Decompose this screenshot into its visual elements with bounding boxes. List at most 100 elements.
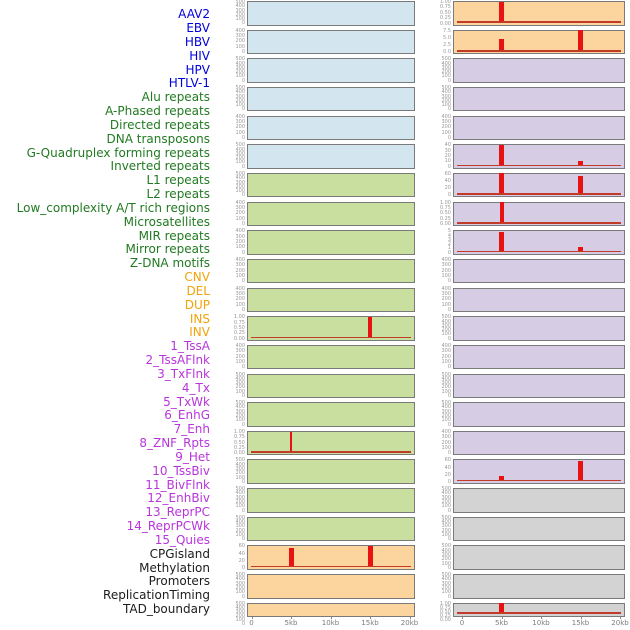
y-axis-ticks-4-tx: 40 30 20 10 0 xyxy=(422,142,451,170)
zero-baseline xyxy=(457,250,621,253)
y-tick-label: 200 xyxy=(441,69,451,76)
y-tick-label: 100 xyxy=(235,358,245,365)
x-tick-label-right-5kb: 5kb xyxy=(495,618,508,627)
track-panel-tad-boundary xyxy=(453,602,625,617)
y-tick-label: 300 xyxy=(235,93,245,100)
y-tick-label: 0 xyxy=(241,221,245,228)
y-axis-ticks-15-quies: 60 40 20 0 xyxy=(422,458,451,484)
track-panel-dup xyxy=(247,602,415,617)
track-label-12-enhbiv: 12_EnhBiv xyxy=(147,491,210,506)
y-tick-label: 500 xyxy=(235,371,245,378)
y-tick-label: 400 xyxy=(441,113,451,120)
track-label-microsatellites: Microsatellites xyxy=(123,214,210,229)
track-panel-5-txwk xyxy=(453,172,625,198)
y-tick-label: 100 xyxy=(441,503,451,510)
y-tick-label: 200 xyxy=(441,97,451,104)
y-tick-label: 200 xyxy=(441,584,451,591)
y-tick-label: 400 xyxy=(441,375,451,382)
y-tick-label: 0 xyxy=(447,421,451,428)
y-tick-label: 200 xyxy=(235,69,245,76)
track-panel-directed-repeats xyxy=(247,230,415,255)
y-tick-label: 300 xyxy=(235,118,245,125)
y-tick-label: 40 xyxy=(238,550,245,557)
track-panel-cpgisland xyxy=(453,488,625,513)
track-panel-12-enhbiv xyxy=(453,373,625,398)
y-axis-ticks-hpv: 400 300 200 100 0 xyxy=(216,114,245,141)
y-tick-label: 400 xyxy=(235,461,245,468)
y-tick-label: 500 xyxy=(235,600,245,607)
y-tick-label: 200 xyxy=(235,238,245,245)
track-label-del: DEL xyxy=(186,283,210,298)
track-label-ins: INS xyxy=(189,311,210,326)
y-tick-label: 10 xyxy=(444,158,451,165)
y-tick-label: 0 xyxy=(241,307,245,314)
y-axis-ticks-dna-transposons: 400 300 200 100 0 xyxy=(216,257,245,284)
y-tick-label: 300 xyxy=(235,233,245,240)
x-tick-mark xyxy=(409,616,411,619)
y-tick-label: 200 xyxy=(441,353,451,360)
y-tick-label: 100 xyxy=(441,531,451,538)
y-tick-label: 0 xyxy=(241,421,245,428)
y-tick-label: 400 xyxy=(235,175,245,182)
track-label-htlv-1: HTLV-1 xyxy=(168,76,210,91)
y-tick-label: 400 xyxy=(235,228,245,235)
x-tick-label-right-10kb: 10kb xyxy=(532,618,550,627)
y-tick-label: 200 xyxy=(235,584,245,591)
track-panel-ins xyxy=(453,1,625,26)
y-tick-label: 200 xyxy=(235,155,245,162)
y-tick-label: 100 xyxy=(441,129,451,136)
y-tick-label: 400 xyxy=(235,490,245,497)
y-axis-ticks-ins: 1.00 0.75 0.50 0.25 0.00 xyxy=(422,0,451,26)
y-tick-label: 300 xyxy=(441,523,451,530)
track-panel-microsatellites xyxy=(247,430,415,456)
track-label-z-dna-motifs: Z-DNA motifs xyxy=(129,256,210,271)
zero-baseline xyxy=(251,451,411,453)
track-panel-1-tssa xyxy=(453,58,625,83)
y-tick-label: 400 xyxy=(441,256,451,263)
y-tick-label: 100 xyxy=(235,616,245,623)
y-tick-label: 300 xyxy=(235,179,245,186)
track-label-11-bivflnk: 11_BivFlnk xyxy=(145,477,210,492)
y-tick-label: 200 xyxy=(441,296,451,303)
track-label-dup: DUP xyxy=(184,297,210,312)
track-panel-g-quadruplex-forming-repeats xyxy=(247,287,415,313)
y-tick-label: 300 xyxy=(235,33,245,40)
y-tick-label: 100 xyxy=(235,73,245,80)
y-tick-label: 20 xyxy=(444,471,451,478)
y-tick-label: 0 xyxy=(241,106,245,113)
y-tick-label: 400 xyxy=(235,199,245,206)
y-tick-label: 0 xyxy=(241,163,245,170)
track-label-hiv: HIV xyxy=(189,48,210,63)
track-panel-replicationtiming xyxy=(453,574,625,599)
track-label-14-reprpcwk: 14_ReprPCWk xyxy=(126,519,210,534)
track-label-aav2: AAV2 xyxy=(178,7,210,22)
y-tick-label: 1.00 xyxy=(439,600,451,607)
y-tick-label: 100 xyxy=(235,531,245,538)
y-tick-label: 0.00 xyxy=(233,450,245,457)
track-label-cnv: CNV xyxy=(184,270,210,285)
y-tick-label: 400 xyxy=(441,60,451,67)
y-tick-label: 100 xyxy=(235,301,245,308)
y-tick-label: 0 xyxy=(447,450,451,457)
y-tick-label: 0 xyxy=(241,392,245,399)
y-tick-label: 20 xyxy=(238,557,245,564)
y-tick-label: 40 xyxy=(444,142,451,149)
track-panel-11-bivflnk xyxy=(453,344,625,370)
y-tick-label: 200 xyxy=(235,183,245,190)
track-label-ebv: EBV xyxy=(186,21,210,36)
track-label-6-enhg: 6_EnhG xyxy=(164,408,210,423)
y-tick-label: 0 xyxy=(241,192,245,199)
y-tick-label: 500 xyxy=(441,543,451,550)
y-tick-label: 500 xyxy=(441,572,451,579)
y-tick-label: 0 xyxy=(241,364,245,371)
y-tick-label: 200 xyxy=(235,353,245,360)
track-panel-hiv xyxy=(247,86,415,112)
y-tick-label: 0.75 xyxy=(439,4,451,11)
y-tick-label: 300 xyxy=(235,64,245,71)
track-label-inv: INV xyxy=(189,325,210,340)
y-tick-label: 500 xyxy=(235,84,245,91)
y-tick-label: 200 xyxy=(235,499,245,506)
track-label-13-reprpc: 13_ReprPC xyxy=(145,505,210,520)
y-axis-ticks-tad-boundary: 1.00 0.75 0.50 0.25 0.00 xyxy=(422,600,451,622)
